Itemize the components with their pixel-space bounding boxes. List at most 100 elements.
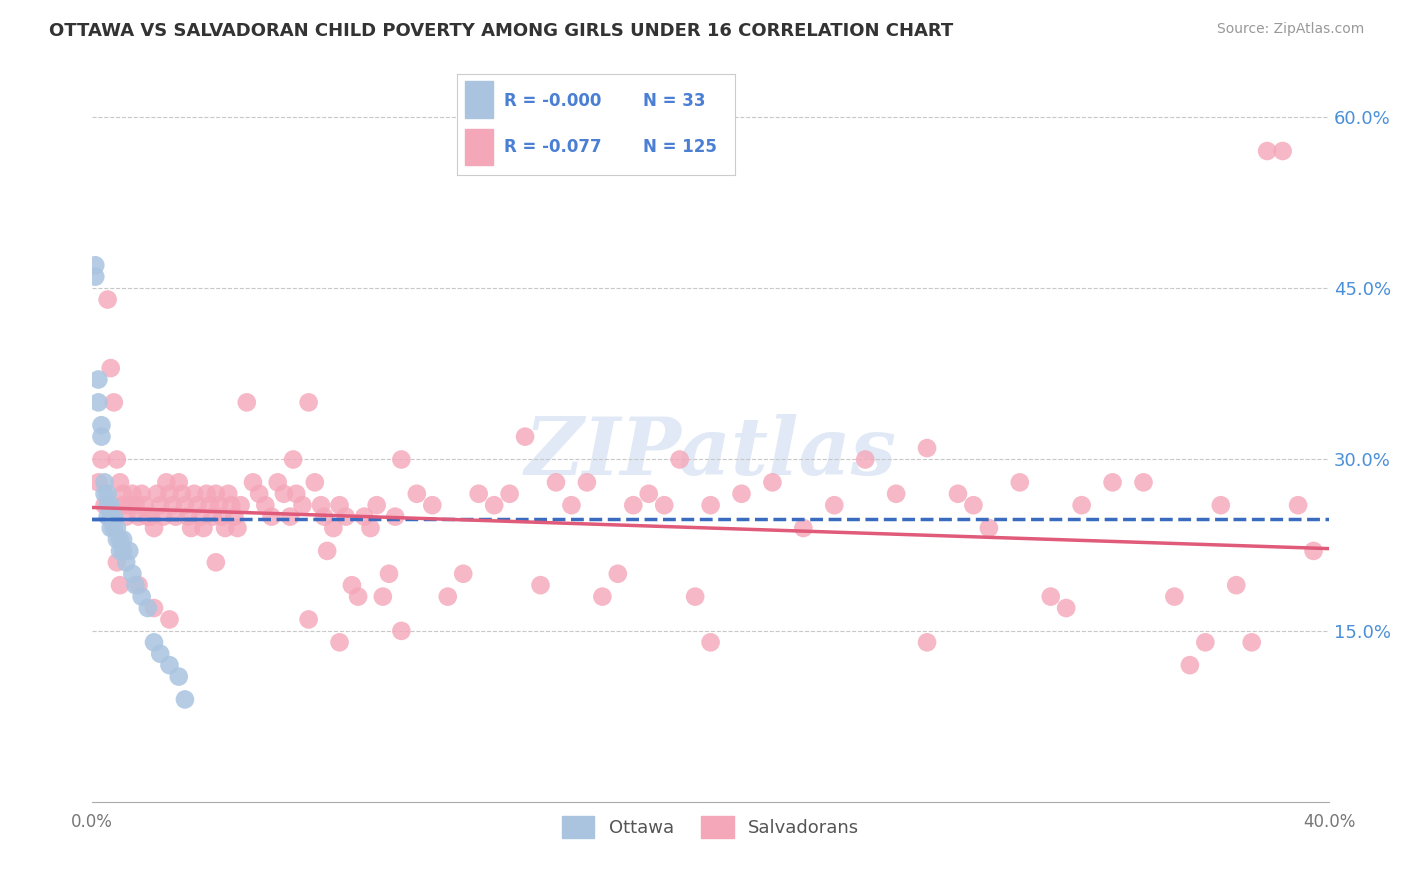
Point: [97, 498, 120, 512]
Point: [699, 635, 721, 649]
Point: [946, 487, 969, 501]
Point: [389, 624, 412, 638]
Point: [131, 590, 153, 604]
Point: [174, 498, 197, 512]
Point: [136, 509, 159, 524]
Point: [121, 487, 143, 501]
Point: [498, 487, 520, 501]
Point: [193, 521, 215, 535]
Point: [211, 509, 233, 524]
Point: [87, 475, 110, 490]
Point: [652, 498, 675, 512]
Point: [87, 372, 110, 386]
Point: [134, 498, 156, 512]
Point: [853, 452, 876, 467]
Point: [124, 578, 146, 592]
Point: [128, 578, 150, 592]
Point: [322, 521, 344, 535]
Point: [621, 498, 644, 512]
Point: [205, 487, 228, 501]
Point: [108, 533, 131, 547]
Point: [100, 509, 122, 524]
Point: [328, 635, 350, 649]
Point: [90, 430, 112, 444]
Point: [1286, 498, 1309, 512]
Point: [304, 475, 326, 490]
Point: [378, 566, 401, 581]
Point: [229, 498, 252, 512]
Point: [205, 555, 228, 569]
Point: [162, 498, 184, 512]
Point: [260, 509, 283, 524]
Point: [482, 498, 505, 512]
Point: [267, 475, 290, 490]
Point: [149, 647, 172, 661]
Point: [177, 509, 200, 524]
Point: [236, 395, 259, 409]
Point: [1240, 635, 1263, 649]
Point: [335, 509, 357, 524]
Point: [1271, 144, 1294, 158]
Point: [529, 578, 551, 592]
Point: [254, 498, 277, 512]
Point: [118, 498, 141, 512]
Point: [247, 487, 270, 501]
Point: [224, 509, 246, 524]
Point: [366, 498, 388, 512]
Point: [1132, 475, 1154, 490]
Text: ZIPatlas: ZIPatlas: [524, 415, 897, 492]
Point: [1054, 601, 1077, 615]
Point: [575, 475, 598, 490]
Point: [226, 521, 249, 535]
Point: [1194, 635, 1216, 649]
Point: [316, 544, 339, 558]
Point: [451, 566, 474, 581]
Point: [87, 395, 110, 409]
Point: [108, 475, 131, 490]
Point: [436, 590, 458, 604]
Point: [214, 521, 236, 535]
Point: [167, 475, 190, 490]
Point: [90, 418, 112, 433]
Point: [174, 692, 197, 706]
Point: [103, 395, 125, 409]
Point: [155, 475, 177, 490]
Legend: Ottawa, Salvadorans: Ottawa, Salvadorans: [555, 809, 866, 846]
Point: [170, 487, 193, 501]
Point: [291, 498, 314, 512]
Point: [183, 487, 205, 501]
Point: [121, 566, 143, 581]
Point: [84, 269, 107, 284]
Point: [1163, 590, 1185, 604]
Point: [84, 258, 107, 272]
Point: [112, 487, 135, 501]
Point: [309, 498, 332, 512]
Text: Source: ZipAtlas.com: Source: ZipAtlas.com: [1216, 22, 1364, 37]
Point: [915, 441, 938, 455]
Point: [159, 612, 181, 626]
Point: [100, 498, 122, 512]
Point: [823, 498, 845, 512]
Point: [668, 452, 690, 467]
Point: [1209, 498, 1232, 512]
Point: [420, 498, 443, 512]
Point: [108, 544, 131, 558]
Point: [761, 475, 783, 490]
Point: [105, 521, 128, 535]
Point: [242, 475, 264, 490]
Point: [1225, 578, 1247, 592]
Point: [221, 498, 243, 512]
Point: [149, 498, 172, 512]
Point: [105, 452, 128, 467]
Point: [273, 487, 295, 501]
Point: [186, 498, 208, 512]
Point: [131, 487, 153, 501]
Point: [190, 509, 212, 524]
Point: [143, 635, 166, 649]
Point: [103, 509, 125, 524]
Point: [1256, 144, 1278, 158]
Point: [90, 452, 112, 467]
Point: [97, 487, 120, 501]
Point: [103, 521, 125, 535]
Point: [100, 521, 122, 535]
